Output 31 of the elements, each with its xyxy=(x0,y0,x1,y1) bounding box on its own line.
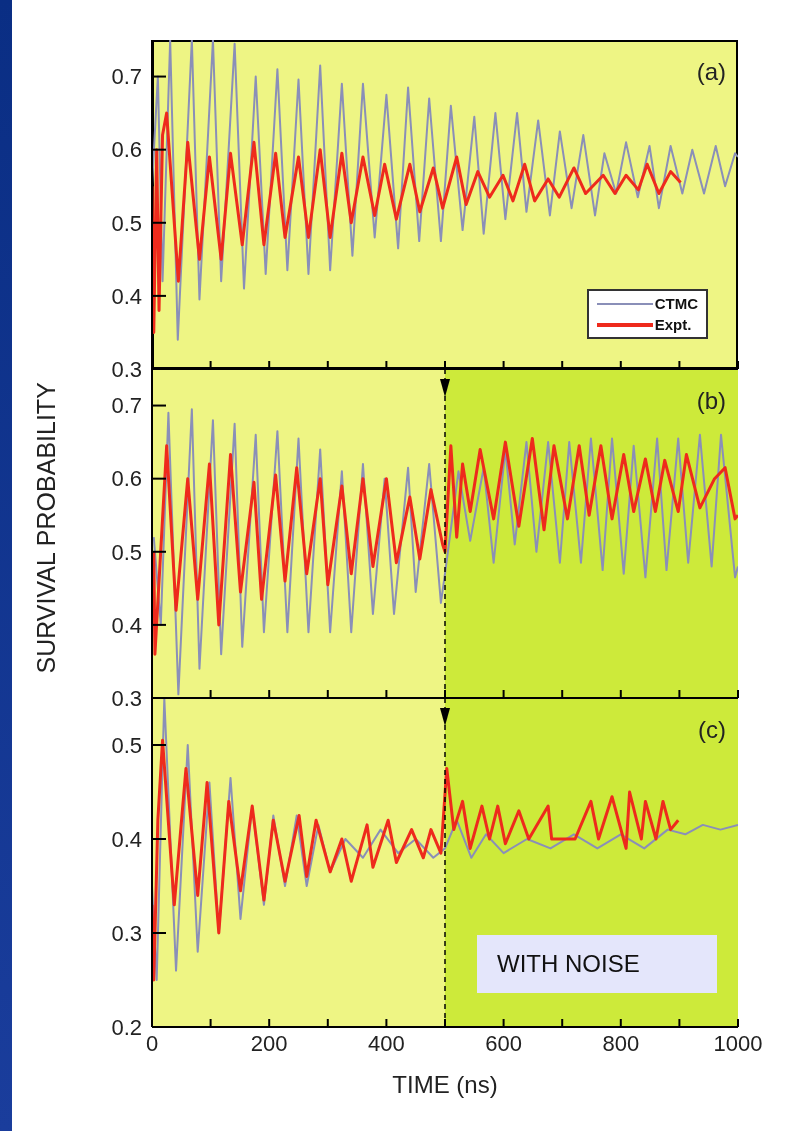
annotation: (b) xyxy=(696,387,726,415)
x-tick-label: 0 xyxy=(145,1030,159,1056)
x-tick-label: 600 xyxy=(485,1030,522,1056)
x-tick-label: 400 xyxy=(368,1030,405,1056)
y-tick-label: 0.5 xyxy=(111,210,142,236)
y-tick-label: 0.5 xyxy=(111,539,142,565)
x-axis-title: TIME (ns) xyxy=(392,1071,498,1098)
y-tick-label: 0.6 xyxy=(111,137,142,163)
line-series xyxy=(152,436,738,656)
y-tick-label: 0.4 xyxy=(111,283,142,309)
annotation: (a) xyxy=(696,58,726,86)
annotation: WITH NOISE xyxy=(497,950,640,978)
y-tick-label: 0.3 xyxy=(111,685,142,711)
legend-label: Expt. xyxy=(654,316,692,333)
text-box: WITH NOISE xyxy=(477,935,717,993)
y-tick-label: 0.6 xyxy=(111,466,142,492)
y-tick-label: 0.4 xyxy=(111,612,142,638)
y-tick-label: 0.4 xyxy=(111,826,142,852)
y-tick-label: 0.5 xyxy=(111,732,142,758)
y-tick-label: 0.3 xyxy=(111,920,142,946)
y-tick-label: 0.7 xyxy=(111,393,142,419)
x-tick-label: 1000 xyxy=(713,1030,763,1056)
x-tick-label: 200 xyxy=(250,1030,288,1056)
y-tick-label: 0.2 xyxy=(111,1014,142,1040)
y-tick-label: 0.3 xyxy=(111,356,142,382)
line-series xyxy=(152,738,680,982)
x-tick-label: 800 xyxy=(602,1030,640,1056)
y-tick-label: 0.7 xyxy=(111,64,142,90)
y-axis-title: SURVIVAL PROBABILITY xyxy=(31,381,60,674)
legend-label: CTMC xyxy=(654,295,698,312)
annotation: (c) xyxy=(698,716,726,744)
